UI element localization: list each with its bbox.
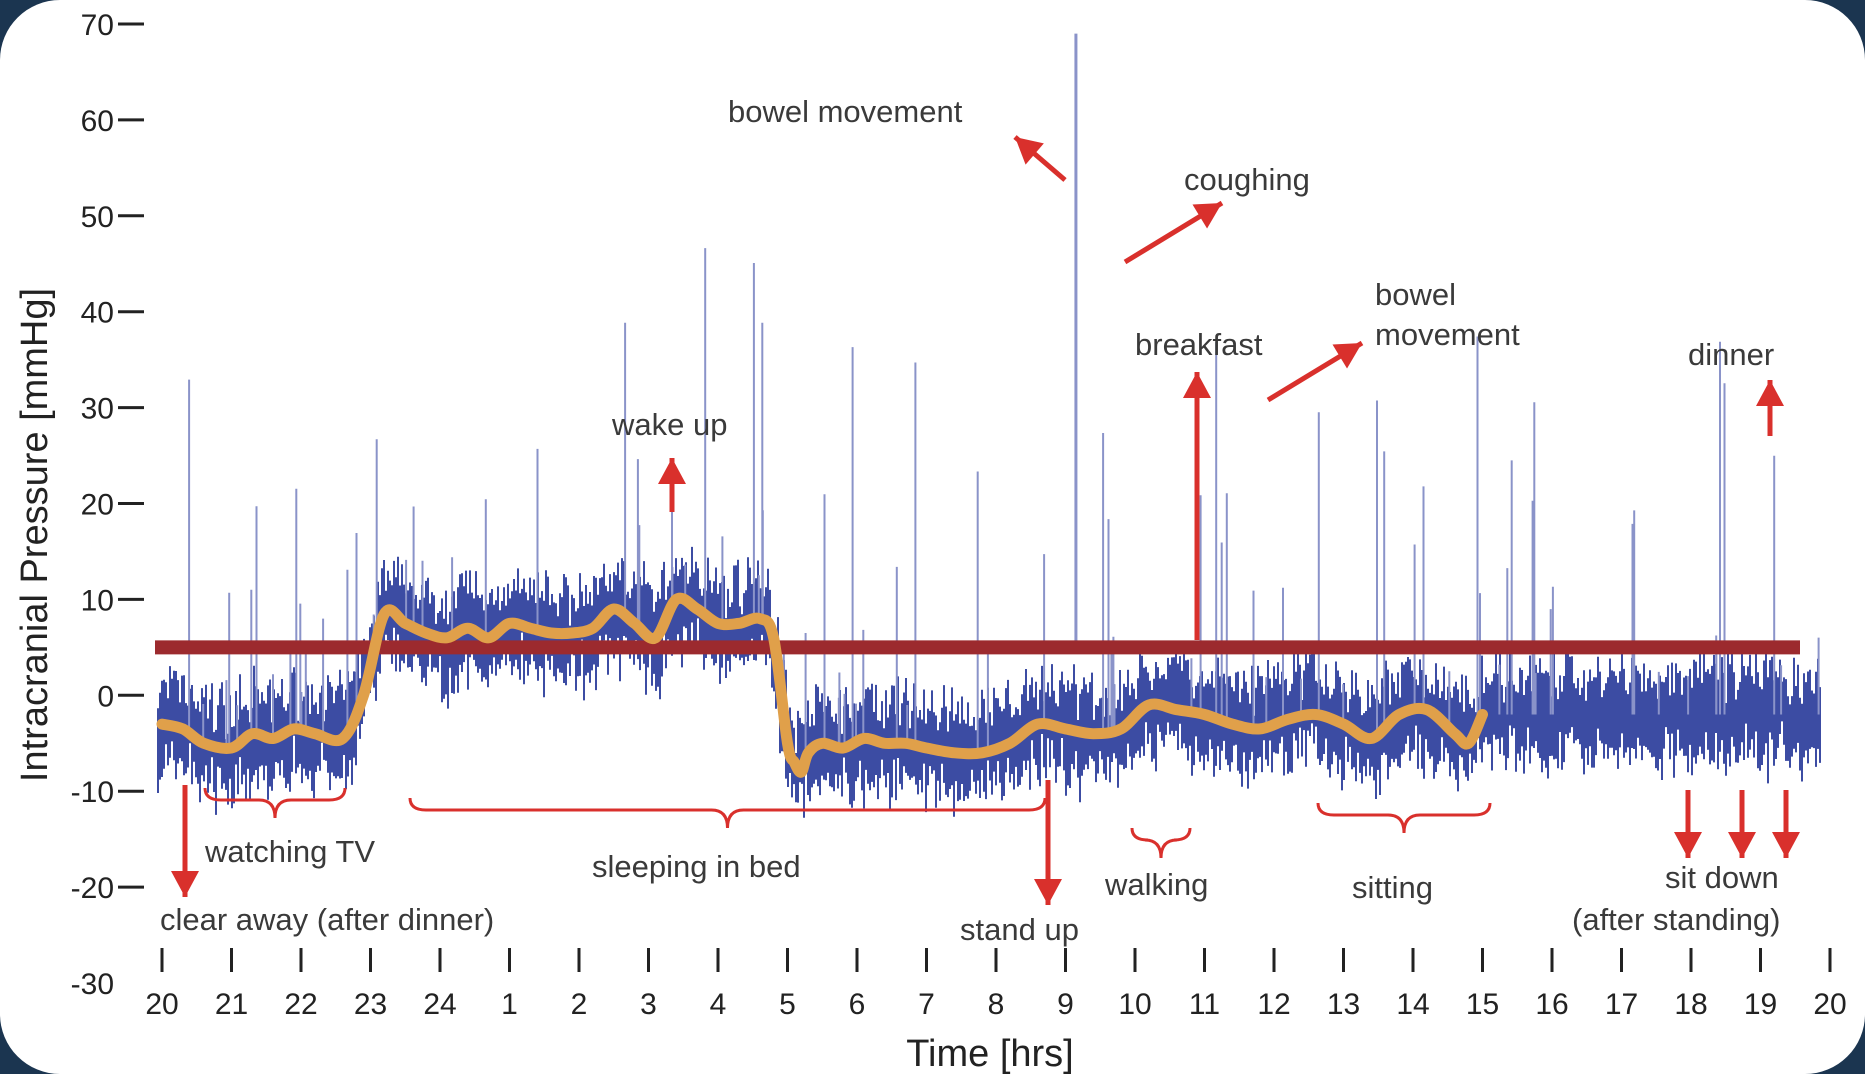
x-tick-label: 23 [354, 988, 387, 1021]
annotation-label: watching TV [204, 834, 375, 869]
annotation-arrowhead [1728, 832, 1756, 858]
annotation-label: clear away (after dinner) [160, 902, 494, 937]
y-tick-label: 10 [81, 584, 114, 617]
x-axis: 20 21 22 23 24 1 2 3 4 5 6 7 8 9 10 11 12 13 14 15 16 17 18 19 2… [145, 948, 1847, 1021]
annotation-arrowhead [1332, 343, 1362, 369]
x-tick-label: 3 [640, 988, 657, 1021]
x-tick-label: 1 [501, 988, 518, 1021]
x-tick-label: 22 [284, 988, 317, 1021]
x-tick-label: 20 [1813, 988, 1846, 1021]
annotation-label: breakfast [1135, 327, 1263, 362]
x-tick-label: 18 [1674, 988, 1707, 1021]
x-axis-title: Time [hrs] [906, 1033, 1074, 1074]
x-tick-label: 5 [779, 988, 796, 1021]
x-tick-label: 12 [1257, 988, 1290, 1021]
y-tick-label: 30 [81, 393, 114, 426]
x-tick-label: 2 [571, 988, 588, 1021]
annotation-label: walking [1104, 867, 1208, 902]
smoothed-series-line [156, 592, 1488, 778]
annotation-label: bowel movement [728, 94, 963, 129]
annotation-brace [1130, 827, 1192, 859]
y-axis: 70 60 50 40 30 20 10 0 -10 -20 -30 [71, 9, 144, 1001]
x-tick-label: 14 [1396, 988, 1429, 1021]
y-tick-label: 0 [97, 680, 114, 713]
y-axis-title: Intracranial Pressure [mmHg] [14, 288, 56, 782]
x-tick-label: 24 [423, 988, 456, 1021]
x-tick-label: 17 [1605, 988, 1638, 1021]
annotation-layer: bowel movement coughing bowel movement break… [160, 94, 1800, 947]
x-tick-label: 11 [1189, 988, 1220, 1021]
y-tick-label: -10 [71, 776, 114, 809]
x-tick-label: 6 [849, 988, 866, 1021]
annotation-label: wake up [611, 407, 727, 442]
x-tick-label: 20 [145, 988, 178, 1021]
x-tick-label: 15 [1466, 988, 1499, 1021]
y-tick-label: -30 [71, 968, 114, 1001]
annotation-brace [203, 787, 347, 819]
x-tick-label: 10 [1118, 988, 1151, 1021]
x-tick-label: 9 [1057, 988, 1074, 1021]
annotation-label: sitting [1352, 870, 1433, 905]
annotation-label: sit down [1665, 860, 1779, 895]
x-tick-label: 4 [710, 988, 727, 1021]
annotation-label: stand up [960, 912, 1079, 947]
annotation-label: dinner [1688, 337, 1774, 372]
annotation-arrowhead [171, 871, 199, 897]
y-tick-label: 40 [81, 297, 114, 330]
x-tick-label: 7 [918, 988, 935, 1021]
annotation-arrowhead [1034, 879, 1062, 905]
y-tick-label: 60 [81, 105, 114, 138]
x-tick-label: 13 [1327, 988, 1360, 1021]
annotation-arrowhead [1674, 832, 1702, 858]
annotation-arrowhead [1756, 380, 1784, 406]
x-tick-label: 19 [1744, 988, 1777, 1021]
y-tick-label: 70 [81, 9, 114, 42]
x-tick-label: 16 [1535, 988, 1568, 1021]
annotation-label: coughing [1184, 162, 1310, 197]
annotation-label: movement [1375, 317, 1520, 352]
x-tick-label: 8 [988, 988, 1005, 1021]
y-tick-label: 50 [81, 201, 114, 234]
annotation-brace [408, 797, 1047, 829]
annotation-label: bowel [1375, 277, 1456, 312]
annotation-arrowhead [658, 458, 686, 484]
annotation-arrowhead [1015, 137, 1044, 165]
x-tick-label: 21 [215, 988, 248, 1021]
annotation-brace [1316, 802, 1492, 834]
y-tick-label: -20 [71, 872, 114, 905]
annotation-arrowhead [1772, 832, 1800, 858]
y-tick-label: 20 [81, 489, 114, 522]
annotation-arrowhead [1192, 203, 1222, 229]
annotation-label: sleeping in bed [592, 849, 801, 884]
annotation-arrowhead [1183, 372, 1211, 398]
annotation-label: (after standing) [1572, 902, 1781, 937]
